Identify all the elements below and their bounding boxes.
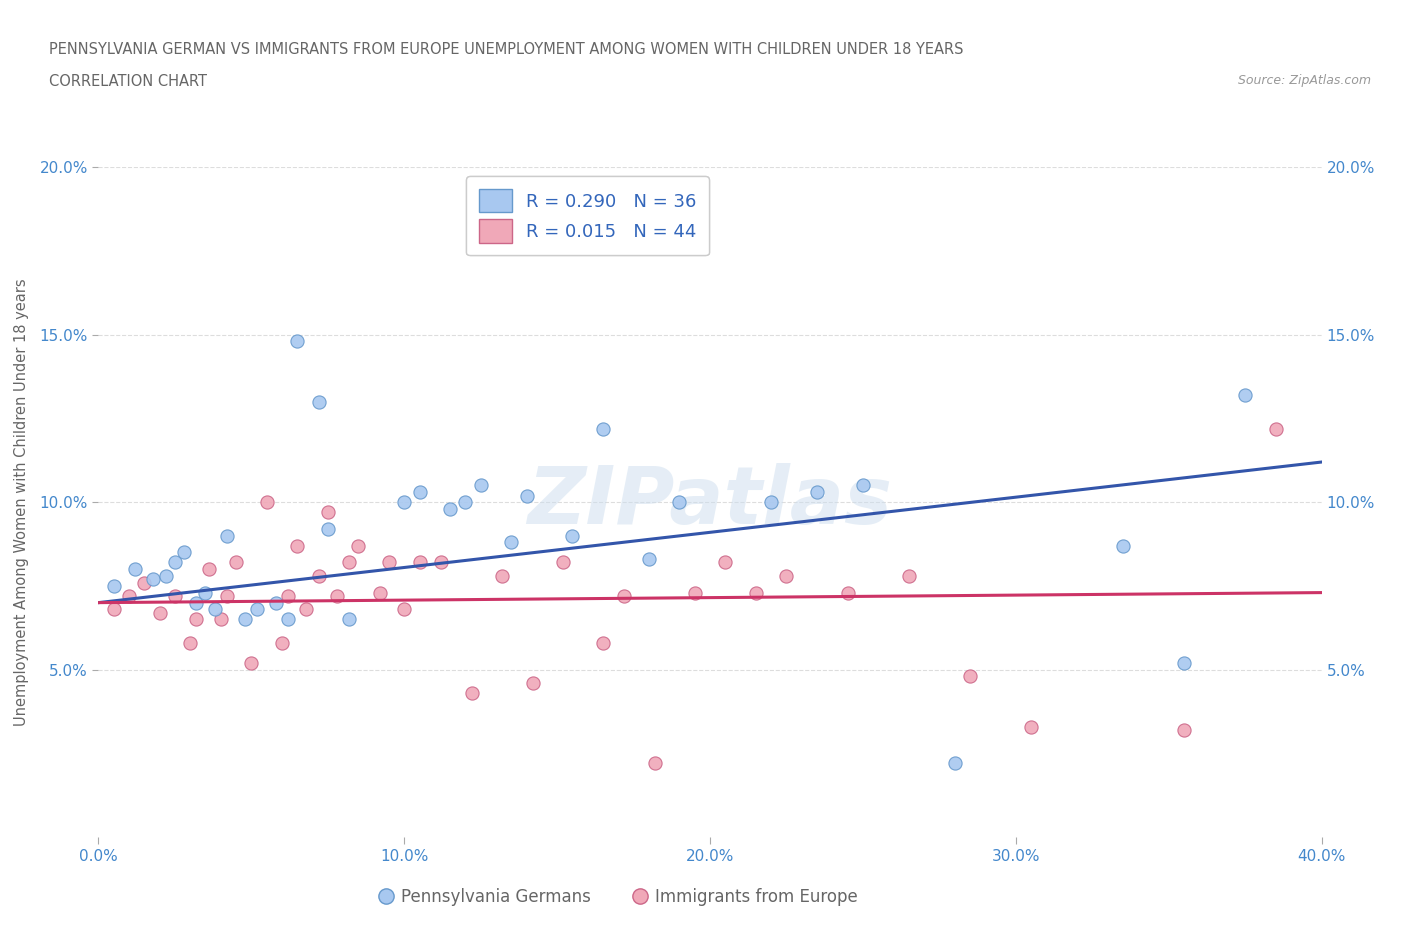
Point (240, 656, 263, 671)
Point (683, 585, 706, 600)
Text: ZIPatlas: ZIPatlas (527, 463, 893, 541)
Point (637, 551, 661, 566)
Point (759, 495, 782, 510)
Point (285, 334, 308, 349)
Point (142, 572, 165, 587)
Point (163, 589, 186, 604)
Point (186, 595, 208, 610)
Point (378, 555, 401, 570)
Point (745, 585, 768, 600)
Point (897, 568, 920, 583)
Point (277, 612, 299, 627)
Point (337, 612, 360, 627)
Point (124, 562, 146, 577)
Point (326, 589, 349, 604)
Point (204, 602, 226, 617)
Point (561, 528, 583, 543)
Point (215, 589, 238, 604)
Point (439, 501, 461, 516)
Point (491, 568, 513, 583)
Point (1173, 723, 1195, 737)
Point (197, 562, 219, 577)
Point (316, 522, 339, 537)
Point (1112, 538, 1135, 553)
Point (837, 585, 859, 600)
Legend: Pennsylvania Germans, Immigrants from Europe: Pennsylvania Germans, Immigrants from Eu… (373, 881, 865, 912)
Point (1019, 719, 1042, 734)
Text: PENNSYLVANIA GERMAN VS IMMIGRANTS FROM EUROPE UNEMPLOYMENT AMONG WOMEN WITH CHIL: PENNSYLVANIA GERMAN VS IMMIGRANTS FROM E… (49, 42, 963, 57)
Point (592, 635, 614, 650)
Point (959, 669, 981, 684)
Point (943, 756, 966, 771)
Point (186, 612, 208, 627)
Point (316, 505, 339, 520)
Point (233, 612, 256, 627)
Point (668, 495, 690, 510)
Point (553, 555, 575, 570)
Point (270, 635, 292, 650)
Point (285, 538, 308, 553)
Point (173, 545, 195, 560)
Y-axis label: Unemployment Among Women with Children Under 18 years: Unemployment Among Women with Children U… (14, 278, 28, 726)
Point (149, 605, 172, 620)
Point (308, 568, 330, 583)
Point (155, 568, 177, 583)
Point (644, 756, 666, 771)
Point (430, 555, 453, 570)
Point (295, 602, 318, 617)
Point (460, 685, 482, 700)
Text: Source: ZipAtlas.com: Source: ZipAtlas.com (1237, 74, 1371, 87)
Point (103, 578, 125, 593)
Point (714, 555, 737, 570)
Text: CORRELATION CHART: CORRELATION CHART (49, 74, 207, 89)
Point (408, 485, 430, 499)
Point (215, 528, 238, 543)
Point (163, 555, 186, 570)
Point (308, 394, 330, 409)
Point (454, 495, 477, 510)
Point (392, 602, 416, 617)
Point (613, 589, 636, 604)
Point (501, 535, 523, 550)
Point (1264, 421, 1286, 436)
Point (264, 595, 287, 610)
Point (852, 478, 875, 493)
Point (179, 635, 201, 650)
Point (246, 602, 269, 617)
Point (277, 589, 299, 604)
Point (1234, 388, 1257, 403)
Point (118, 589, 141, 604)
Point (368, 585, 391, 600)
Point (194, 585, 217, 600)
Point (103, 602, 125, 617)
Point (392, 495, 416, 510)
Point (516, 488, 538, 503)
Point (408, 555, 430, 570)
Point (225, 555, 247, 570)
Point (337, 555, 360, 570)
Point (209, 612, 232, 627)
Point (256, 495, 278, 510)
Point (775, 568, 797, 583)
Legend: R = 0.290   N = 36, R = 0.015   N = 44: R = 0.290 N = 36, R = 0.015 N = 44 (467, 177, 709, 256)
Point (522, 675, 544, 690)
Point (1173, 656, 1195, 671)
Point (806, 485, 828, 499)
Point (592, 421, 614, 436)
Point (134, 575, 156, 590)
Point (470, 478, 492, 493)
Point (347, 538, 370, 553)
